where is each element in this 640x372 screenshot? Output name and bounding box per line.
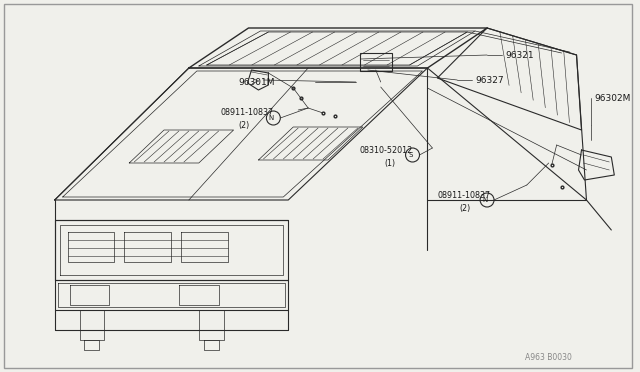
Text: 96327: 96327 [475, 76, 504, 84]
Text: 08911-10837: 08911-10837 [221, 108, 274, 116]
Text: (1): (1) [385, 158, 396, 167]
Text: N: N [269, 115, 274, 121]
Text: (2): (2) [460, 203, 470, 212]
Text: 96302M: 96302M [595, 93, 631, 103]
Text: 08310-52012: 08310-52012 [360, 145, 413, 154]
Text: 96321: 96321 [505, 51, 534, 60]
Text: N: N [483, 197, 488, 203]
Text: 08911-10837: 08911-10837 [437, 190, 490, 199]
Text: S: S [408, 152, 413, 158]
Text: 96301M: 96301M [239, 77, 275, 87]
Text: (2): (2) [239, 121, 250, 129]
FancyBboxPatch shape [360, 53, 392, 71]
Text: A963 B0030: A963 B0030 [525, 353, 572, 362]
